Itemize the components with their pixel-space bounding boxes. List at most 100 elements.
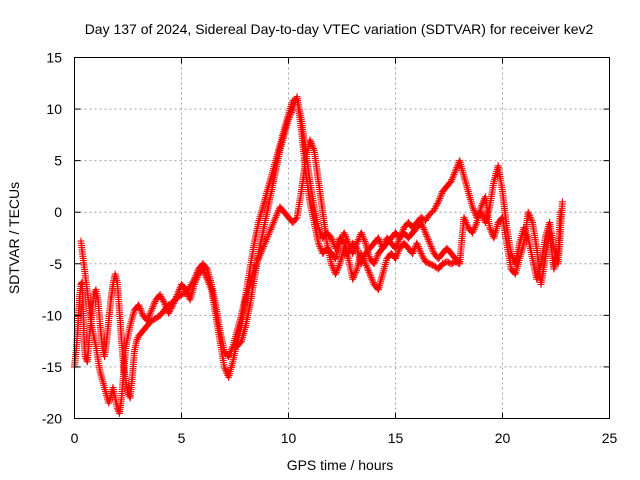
track-b-point <box>528 217 536 225</box>
track-b-point <box>175 287 183 295</box>
track-b-point <box>471 222 479 230</box>
track-c-point <box>336 239 344 247</box>
track-c-point <box>381 239 389 247</box>
track-b-point <box>200 268 208 276</box>
track-c-point <box>421 229 429 237</box>
track-b-point <box>171 296 179 304</box>
track-c-point <box>370 260 378 268</box>
track-c-point <box>379 244 387 252</box>
track-b-point <box>340 244 348 252</box>
track-b-point <box>137 306 145 314</box>
track-c-point <box>393 241 401 249</box>
track-b-point <box>309 145 317 153</box>
track-b-point <box>352 267 360 275</box>
track-a-point <box>134 334 142 342</box>
track-c-point <box>314 239 322 247</box>
track-b-point <box>409 249 417 257</box>
track-b-point <box>367 272 375 280</box>
track-b-point <box>148 306 156 314</box>
track-b-point <box>135 301 143 309</box>
track-b-point <box>221 365 229 373</box>
track-b-point <box>147 308 155 316</box>
track-b-point <box>266 227 274 235</box>
track-b-point <box>183 289 191 297</box>
y-tick-label: 15 <box>46 50 62 66</box>
track-b-point <box>486 224 494 232</box>
x-tick-label: 5 <box>178 430 186 446</box>
track-c-point <box>395 236 403 244</box>
track-b-point <box>270 219 278 227</box>
track-b-point <box>342 249 350 257</box>
track-b-point <box>344 253 352 261</box>
track-c-point <box>352 241 360 249</box>
track-b-point <box>271 215 279 223</box>
track-b-point <box>161 301 169 309</box>
track-c-point <box>417 219 425 227</box>
track-a-point <box>133 335 141 343</box>
track-c-point <box>424 236 432 244</box>
track-c-point <box>350 246 358 254</box>
track-b-point <box>365 268 373 276</box>
track-a-point <box>449 172 457 180</box>
track-c-point <box>344 239 352 247</box>
track-c-point <box>374 251 382 259</box>
track-b-point <box>145 313 153 321</box>
track-b-point <box>307 139 315 147</box>
track-b-point <box>146 310 154 318</box>
track-b-point <box>393 251 401 259</box>
track-b-point <box>150 299 158 307</box>
track-b-point <box>175 286 183 294</box>
track-b-point <box>138 310 146 318</box>
y-tick-label: 0 <box>54 204 62 220</box>
x-axis-label: GPS time / hours <box>287 457 394 473</box>
track-b-point <box>264 232 272 240</box>
track-b-point <box>263 234 271 242</box>
track-b-point <box>471 224 479 232</box>
track-b-point <box>364 265 372 273</box>
track-b-point <box>200 267 208 275</box>
track-b-point <box>420 254 428 262</box>
track-c-point <box>429 246 437 254</box>
track-a-point <box>436 194 444 202</box>
track-c-point <box>373 253 381 261</box>
track-b-point <box>222 366 230 374</box>
track-b-point <box>173 292 181 300</box>
track-a-point <box>453 164 461 172</box>
track-b-point <box>203 275 211 283</box>
track-c-point <box>342 232 350 240</box>
track-b-point <box>166 308 174 316</box>
track-b-point <box>358 251 366 259</box>
track-b-point <box>170 298 178 306</box>
track-b-point <box>413 239 421 247</box>
track-c-point <box>343 236 351 244</box>
track-b-point <box>419 253 427 261</box>
track-b-point <box>526 212 534 220</box>
track-c-point <box>286 112 294 120</box>
track-b-point <box>193 274 201 282</box>
track-b-point <box>349 275 357 283</box>
track-b-point <box>334 263 342 271</box>
track-b-point <box>362 262 370 270</box>
track-c-point <box>342 234 350 242</box>
track-b-point <box>138 308 146 316</box>
track-b-point <box>526 213 534 221</box>
track-b-point <box>332 268 340 276</box>
x-tick-label: 0 <box>71 430 79 446</box>
track-b-point <box>394 249 402 257</box>
track-c-point <box>419 224 427 232</box>
track-a-point <box>434 198 442 206</box>
track-b-point <box>156 291 164 299</box>
track-c-point <box>427 243 435 251</box>
track-a-point <box>447 177 455 185</box>
track-b-point <box>306 136 314 144</box>
track-a-point <box>469 203 477 211</box>
track-b-point <box>206 282 214 290</box>
track-b-point <box>220 363 228 371</box>
track-b-point <box>165 309 173 317</box>
track-b-point <box>368 275 376 283</box>
track-b-point <box>362 260 370 268</box>
x-tick-labels: 0 5 10 15 20 25 <box>71 430 618 446</box>
track-b-point <box>409 248 417 256</box>
track-b-point <box>334 265 342 273</box>
track-c-point <box>422 231 430 239</box>
